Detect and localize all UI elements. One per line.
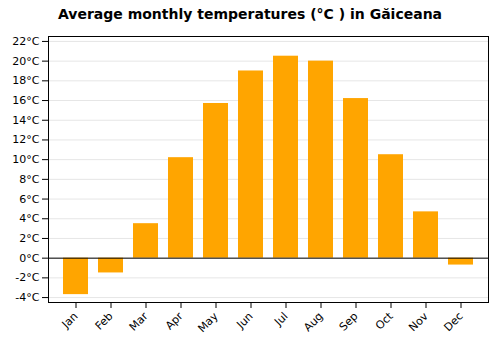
svg-text:-4°C: -4°C	[15, 291, 39, 304]
svg-text:Dec: Dec	[441, 310, 465, 334]
svg-text:8°C: 8°C	[19, 173, 39, 186]
svg-text:12°C: 12°C	[12, 133, 39, 146]
svg-text:Apr: Apr	[163, 309, 186, 332]
svg-text:Mar: Mar	[127, 309, 151, 333]
svg-text:May: May	[195, 309, 221, 335]
svg-text:2°C: 2°C	[19, 232, 39, 245]
svg-text:22°C: 22°C	[12, 35, 39, 48]
svg-text:Oct: Oct	[373, 309, 396, 332]
svg-text:16°C: 16°C	[12, 94, 39, 107]
svg-text:14°C: 14°C	[12, 114, 39, 127]
svg-text:0°C: 0°C	[19, 252, 39, 265]
svg-text:Jul: Jul	[271, 310, 290, 329]
svg-text:18°C: 18°C	[12, 74, 39, 87]
svg-text:Feb: Feb	[93, 310, 116, 333]
svg-text:Jun: Jun	[234, 310, 256, 332]
svg-text:-2°C: -2°C	[15, 271, 39, 284]
svg-text:Nov: Nov	[406, 309, 431, 334]
svg-text:4°C: 4°C	[19, 212, 39, 225]
svg-text:10°C: 10°C	[12, 153, 39, 166]
svg-text:Jan: Jan	[59, 310, 81, 332]
html-text:Average monthly temperatures (: Average monthly temperatures (°C ) in Gă…	[58, 6, 442, 22]
svg-text:6°C: 6°C	[19, 193, 39, 206]
svg-text:Aug: Aug	[301, 310, 325, 334]
svg-text:20°C: 20°C	[12, 55, 39, 68]
svg-text:Sep: Sep	[337, 310, 361, 334]
